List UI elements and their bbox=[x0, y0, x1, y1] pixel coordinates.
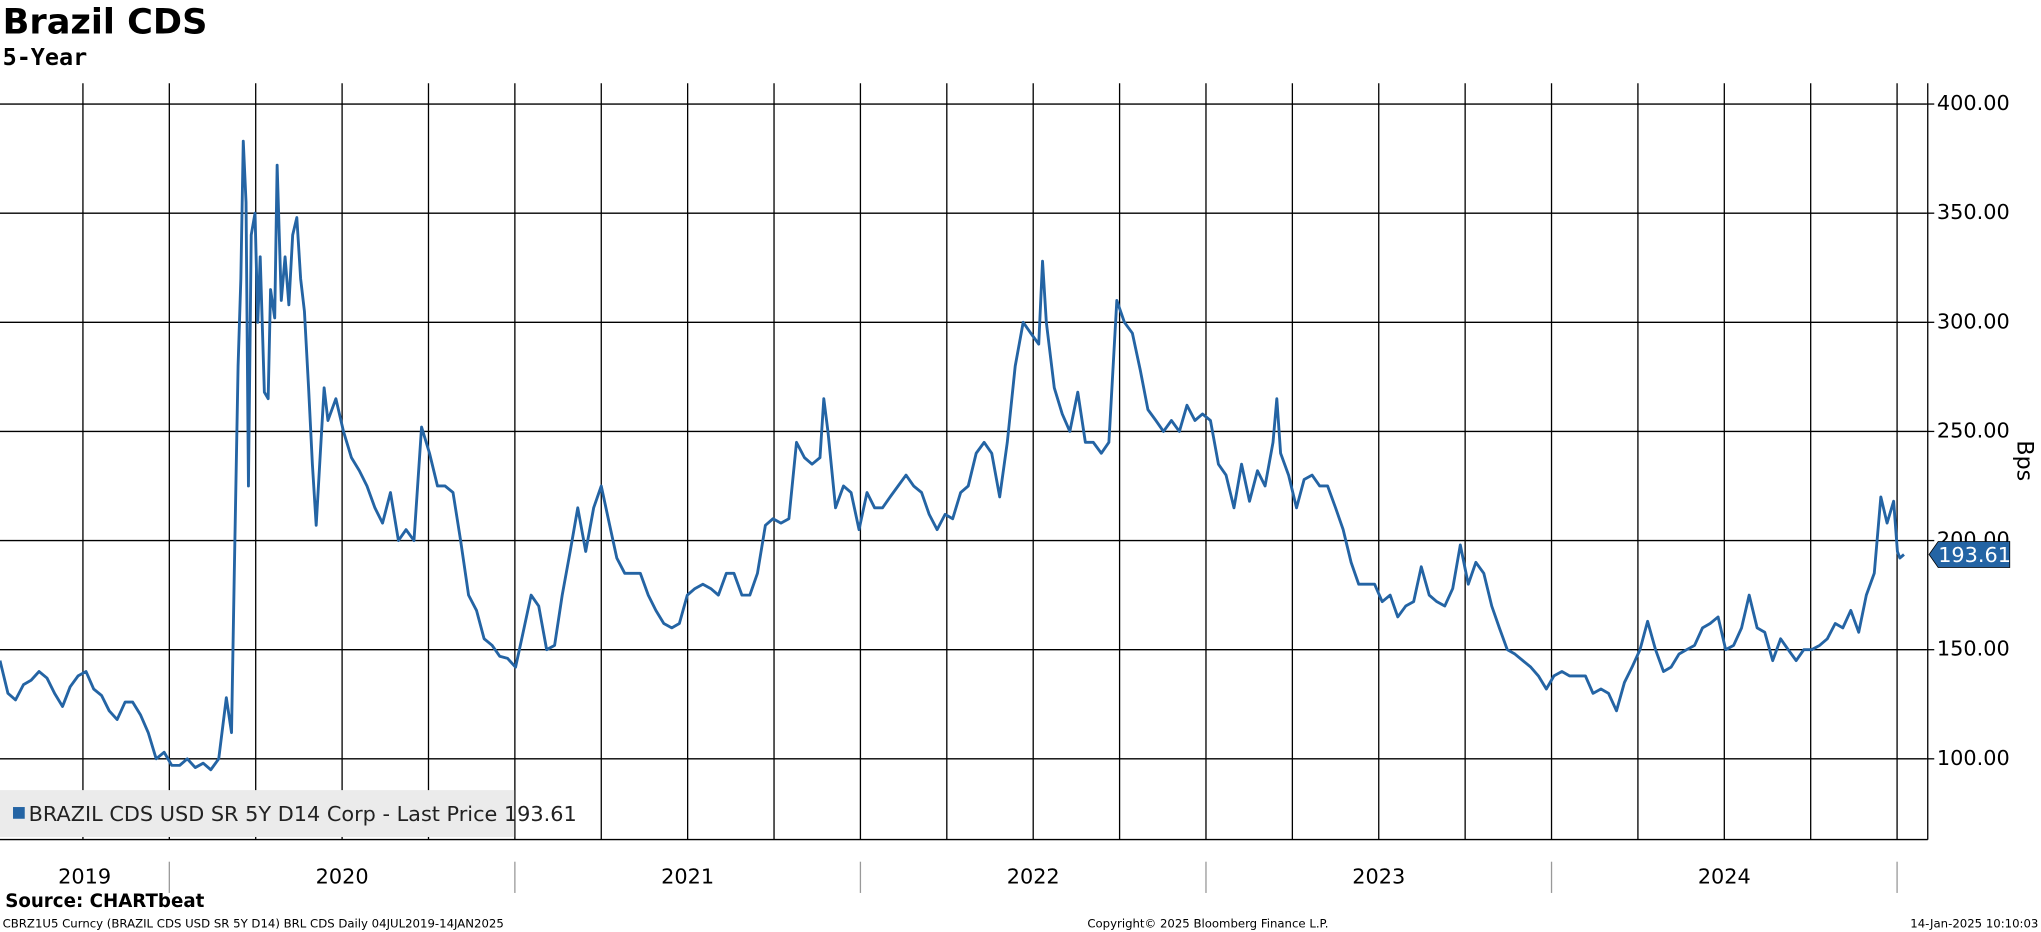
legend-swatch bbox=[13, 807, 25, 819]
x-tick-label: 2021 bbox=[661, 864, 714, 888]
x-tick-label: 2022 bbox=[1007, 864, 1060, 888]
footer-left: CBRZ1U5 Curncy (BRAZIL CDS USD SR 5Y D14… bbox=[3, 917, 504, 931]
chart-title: Brazil CDS bbox=[3, 1, 208, 42]
y-tick-label: 300.00 bbox=[1937, 309, 2010, 333]
x-tick-label: 2020 bbox=[316, 864, 369, 888]
y-tick-label: 350.00 bbox=[1937, 200, 2010, 224]
x-tick-label: 2024 bbox=[1698, 864, 1751, 888]
y-tick-label: 250.00 bbox=[1937, 418, 2010, 442]
last-price-label: 193.61 bbox=[1938, 543, 2011, 567]
y-tick-label: 400.00 bbox=[1937, 91, 2010, 115]
source: Source: CHARTbeat bbox=[5, 891, 204, 912]
footer-center: Copyright© 2025 Bloomberg Finance L.P. bbox=[1087, 917, 1328, 931]
legend-box bbox=[0, 790, 515, 837]
footer-right: 14-Jan-2025 10:10:03 bbox=[1910, 917, 2038, 931]
y-tick-label: 100.00 bbox=[1937, 746, 2010, 770]
y-tick-label: 150.00 bbox=[1937, 637, 2010, 661]
last-price-tag bbox=[1928, 541, 2011, 568]
chart-subtitle: 5-Year bbox=[3, 43, 88, 71]
x-tick-label: 2023 bbox=[1352, 864, 1405, 888]
legend-label: BRAZIL CDS USD SR 5Y D14 Corp - Last Pri… bbox=[29, 802, 577, 826]
x-tick-label: 2019 bbox=[58, 864, 111, 888]
data-line bbox=[0, 139, 1905, 772]
y-axis-label: Bps bbox=[2012, 440, 2038, 481]
